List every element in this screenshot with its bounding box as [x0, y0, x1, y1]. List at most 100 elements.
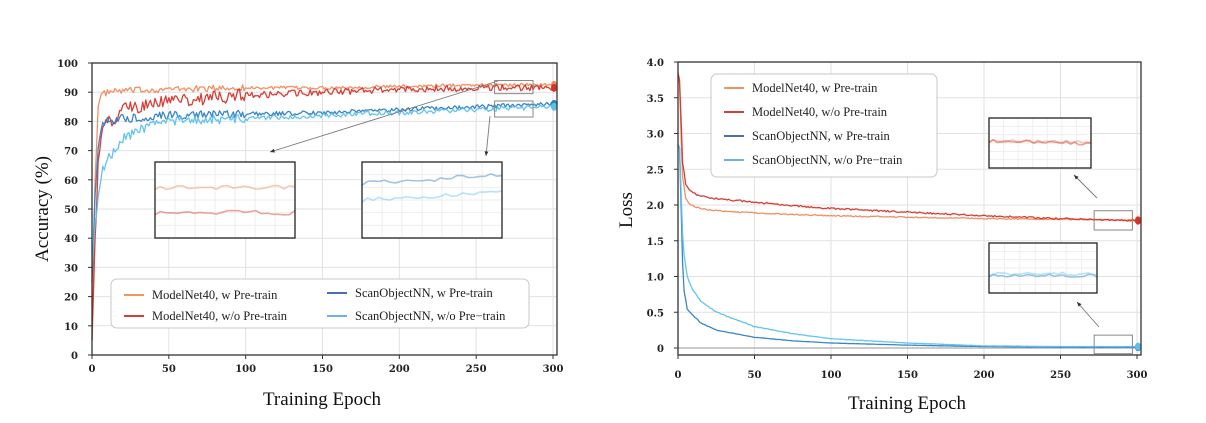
- x-axis-title: Training Epoch: [263, 389, 382, 410]
- inset-frame: [988, 242, 1098, 294]
- legend-label: ScanObjectNN, w/o Pre−train: [355, 309, 506, 323]
- y-tick-label: 0: [657, 344, 664, 355]
- inset-frame: [988, 117, 1092, 169]
- inset-frame: [361, 161, 503, 239]
- y-tick-label: 3.0: [647, 130, 664, 141]
- y-axis-title: Accuracy (%): [32, 156, 53, 262]
- legend: ModelNet40, w Pre-train ScanObjectNN, w P…: [110, 278, 530, 329]
- arrow-line: [485, 115, 491, 157]
- inset-scanobjectnn: [361, 161, 503, 239]
- legend: ModelNet40, w Pre-train ModelNet40, w/o P…: [710, 73, 938, 178]
- plot-frame: [677, 61, 1142, 356]
- x-tick-label: 200: [974, 370, 995, 381]
- inset-modelnet: [988, 117, 1092, 169]
- legend-label: ScanObjectNN, w/o Pre−train: [752, 153, 903, 167]
- y-tick-label: 4.0: [647, 58, 664, 69]
- x-tick-label: 300: [543, 364, 564, 375]
- legend-item-scan_wo: ScanObjectNN, w/o Pre−train: [327, 309, 506, 323]
- inset-frame: [154, 161, 296, 239]
- x-tick-label: 100: [235, 364, 256, 375]
- y-tick-label: 90: [64, 88, 78, 99]
- x-axis-title: Training Epoch: [848, 393, 967, 414]
- series-line-modelnet_wo: [677, 72, 1138, 223]
- inset-line-modelnet_wo: [154, 209, 296, 216]
- arrow-line: [269, 80, 499, 153]
- legend-label: ModelNet40, w Pre-train: [752, 81, 878, 95]
- series-line-scan_w: [677, 143, 1138, 349]
- legend-box: [710, 73, 938, 178]
- inset-modelnet: [154, 161, 296, 239]
- y-tick-label: 2.0: [647, 201, 664, 212]
- x-tick-label: 150: [312, 364, 333, 375]
- legend-item-scan_w: ScanObjectNN, w Pre-train: [724, 129, 891, 143]
- legend-label: ModelNet40, w/o Pre-train: [752, 105, 888, 119]
- legend-label: ModelNet40, w/o Pre-train: [152, 309, 288, 323]
- series-line-modelnet_wo: [91, 83, 554, 341]
- legend-item-modelnet_wo: ModelNet40, w/o Pre-train: [124, 309, 288, 323]
- series-line-scan_wo: [91, 104, 554, 268]
- arrow-head-icon: [484, 151, 489, 156]
- inset-line-modelnet_w: [154, 184, 296, 191]
- x-tick-label: 250: [1050, 370, 1071, 381]
- zoom-arrow: [1076, 301, 1100, 328]
- y-tick-label: 3.5: [647, 94, 664, 105]
- series-end-marker-scan_wo: [551, 102, 557, 111]
- y-tick-label: 40: [64, 234, 78, 245]
- series-lines: [91, 80, 557, 341]
- y-tick-label: 0: [71, 351, 78, 362]
- y-tick-label: 10: [64, 322, 78, 333]
- x-tick-label: 250: [466, 364, 487, 375]
- zoom-region-modelnet: [494, 80, 534, 95]
- inset-line-scan_w: [361, 172, 503, 187]
- inset-line-scan_wo: [988, 271, 1098, 277]
- legend-label: ScanObjectNN, w Pre-train: [355, 286, 494, 300]
- y-tick-label: 2.5: [647, 165, 664, 176]
- x-tick-label: 0: [89, 364, 96, 375]
- arrow-line: [1076, 301, 1100, 328]
- loss-chart: 0 50 100 150 200 250 300 0 0.5 1.0 1.5 2.0 2.5 3.0 3.5…: [616, 58, 1147, 414]
- zoom-region-modelnet: [1093, 210, 1133, 231]
- legend-item-scan_w: ScanObjectNN, w Pre-train: [327, 286, 494, 300]
- y-tick-label: 100: [57, 59, 78, 70]
- series-end-marker-modelnet_wo: [551, 83, 557, 92]
- x-tick-label: 0: [675, 370, 682, 381]
- x-tick-label: 50: [748, 370, 762, 381]
- inset-line-scan_w: [988, 273, 1098, 278]
- inset-line-modelnet_w: [988, 139, 1092, 144]
- inset-scanobjectnn: [988, 242, 1098, 294]
- arrow-line: [1073, 174, 1098, 199]
- inset-line-scan_wo: [361, 190, 503, 203]
- y-tick-label: 1.0: [647, 273, 664, 284]
- legend-item-modelnet_wo: ModelNet40, w/o Pre-train: [724, 105, 888, 119]
- y-axis-title: Loss: [616, 192, 637, 228]
- y-tick-label: 1.5: [647, 237, 664, 248]
- arrow-head-icon: [1074, 175, 1079, 180]
- legend-box: [110, 278, 530, 329]
- zoom-arrow: [269, 80, 499, 153]
- legend-item-modelnet_w: ModelNet40, w Pre-train: [724, 81, 878, 95]
- inset-line-modelnet_wo: [988, 138, 1092, 146]
- accuracy-chart: 0 50 100 150 200 250 300 0 10 20 30 40 50 60 70 80 90 100…: [32, 59, 563, 410]
- x-tick-label: 100: [821, 370, 842, 381]
- series-line-scan_wo: [677, 143, 1137, 348]
- zoom-arrow: [1073, 174, 1098, 199]
- zoom-arrow: [484, 115, 491, 157]
- legend-item-modelnet_w: ModelNet40, w Pre-train: [124, 288, 278, 302]
- legend-label: ModelNet40, w Pre-train: [152, 288, 278, 302]
- zoom-region-scanobjectnn: [494, 100, 534, 118]
- legend-item-scan_wo: ScanObjectNN, w/o Pre−train: [724, 153, 903, 167]
- series-end-marker-modelnet_wo: [1135, 216, 1141, 225]
- y-tick-label: 60: [64, 176, 78, 187]
- x-tick-label: 300: [1127, 370, 1148, 381]
- y-tick-label: 0.5: [647, 308, 664, 319]
- y-tick-label: 50: [64, 205, 78, 216]
- series-lines: [677, 72, 1141, 352]
- arrow-head-icon: [1077, 302, 1082, 307]
- legend-label: ScanObjectNN, w Pre-train: [752, 129, 891, 143]
- y-tick-label: 80: [64, 117, 78, 128]
- y-tick-label: 70: [64, 147, 78, 158]
- x-tick-label: 200: [389, 364, 410, 375]
- x-tick-label: 150: [897, 370, 918, 381]
- series-line-modelnet_w: [91, 82, 554, 341]
